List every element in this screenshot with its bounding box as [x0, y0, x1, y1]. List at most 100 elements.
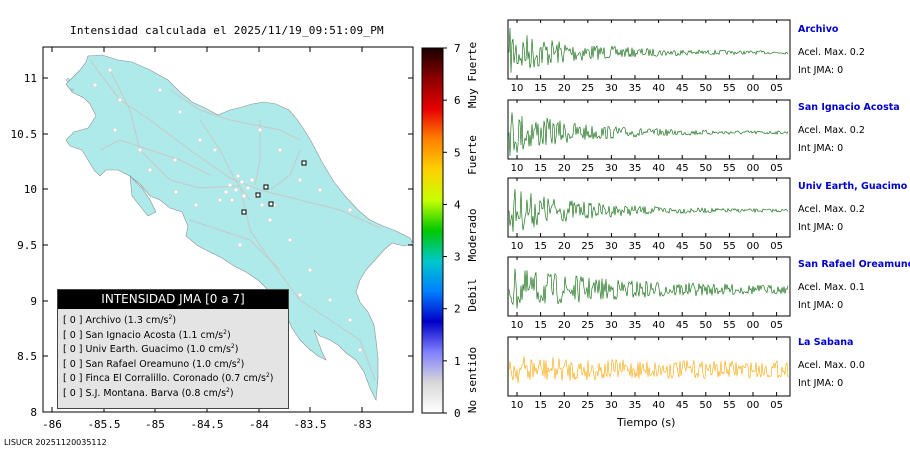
time-tick-label: 35	[629, 320, 642, 331]
waveform-trace	[508, 27, 789, 73]
waveform-panel: 10 15 20 25 30 35 40 45 50 55 00 05	[507, 19, 791, 94]
time-tick-label: 05	[770, 400, 783, 411]
legend-row: [ 0 ] Archivo (1.3 cm/s2)	[63, 314, 177, 327]
time-tick-label: 15	[534, 241, 547, 252]
lon-tick-label: -85	[145, 418, 165, 431]
legend-row: [ 0 ] S.J. Montana. Barva (0.8 cm/s2)	[63, 386, 234, 399]
time-tick-label: 15	[534, 320, 547, 331]
lat-tick-label: 8.5	[17, 350, 37, 363]
colorbar-tick-label: 0	[454, 407, 461, 420]
time-tick-label: 40	[652, 320, 665, 331]
station-name: San Ignacio Acosta	[798, 102, 900, 113]
time-tick-label: 20	[558, 241, 571, 252]
time-tick-label: 55	[723, 400, 736, 411]
station-max-acceleration: Acel. Max. 0.2	[798, 125, 865, 136]
waveform-trace	[508, 356, 789, 384]
time-tick-label: 20	[558, 83, 571, 94]
time-tick-label: 55	[723, 320, 736, 331]
colorbar-tick-label: 4	[454, 198, 461, 211]
lat-tick-label: 9	[30, 295, 37, 308]
station-max-acceleration: Acel. Max. 0.0	[798, 360, 865, 371]
colorbar-category-label: Moderado	[466, 209, 479, 262]
station-name: San Rafael Oreamuno	[798, 259, 910, 270]
time-axis-label: Tiempo (s)	[617, 416, 676, 429]
time-tick-label: 45	[676, 400, 689, 411]
time-tick-label: 45	[676, 163, 689, 174]
waveform-panel: 10 15 20 25 30 35 40 45 50 55 00 05	[507, 99, 791, 174]
station-jma-intensity: Int JMA: 0	[798, 378, 844, 389]
time-tick-label: 35	[629, 241, 642, 252]
colorbar-category-label: Fuerte	[466, 135, 479, 175]
legend-row: [ 0 ] San Ignacio Acosta (1.1 cm/s2)	[63, 328, 231, 341]
station-jma-intensity: Int JMA: 0	[798, 143, 844, 154]
time-tick-label: 20	[558, 320, 571, 331]
time-tick-label: 30	[605, 400, 618, 411]
time-tick-label: 00	[747, 241, 760, 252]
station-jma-intensity: Int JMA: 0	[798, 222, 844, 233]
station-name: Archivo	[798, 24, 839, 35]
intensity-colorbar: 7 6 5 4 3 2 1 0 Muy Fuerte Fuerte Moderado Debil No …	[421, 42, 479, 420]
station-jma-intensity: Int JMA: 0	[798, 300, 844, 311]
station-max-acceleration: Acel. Max. 0.2	[798, 204, 865, 215]
time-tick-label: 10	[511, 320, 524, 331]
legend-row: [ 0 ] Finca El Corralillo. Coronado (0.7…	[63, 372, 274, 385]
waveform-panels: 10 15 20 25 30 35 40 45 50 55 00 05 10 15 20 25 30 35 40 45…	[507, 19, 791, 411]
colorbar-category-label: Muy Fuerte	[466, 42, 479, 108]
lon-tick-label: -84	[249, 418, 269, 431]
time-tick-label: 35	[629, 163, 642, 174]
time-tick-label: 15	[534, 400, 547, 411]
time-tick-label: 25	[581, 400, 594, 411]
station-jma-intensity: Int JMA: 0	[798, 65, 844, 76]
time-tick-label: 40	[652, 163, 665, 174]
time-tick-label: 00	[747, 400, 760, 411]
time-tick-label: 25	[581, 83, 594, 94]
time-tick-label: 05	[770, 320, 783, 331]
time-tick-label: 30	[605, 320, 618, 331]
time-tick-label: 30	[605, 241, 618, 252]
lat-tick-label: 10.5	[11, 128, 38, 141]
time-tick-label: 50	[699, 320, 712, 331]
colorbar-category-label: Debil	[466, 278, 479, 311]
station-marker	[263, 184, 269, 190]
time-tick-label: 10	[511, 163, 524, 174]
time-tick-label: 40	[652, 241, 665, 252]
lon-tick-label: -85.5	[87, 418, 120, 431]
time-tick-label: 55	[723, 163, 736, 174]
lat-tick-label: 10	[24, 183, 37, 196]
time-tick-label: 15	[534, 83, 547, 94]
station-marker	[255, 192, 261, 198]
time-tick-label: 00	[747, 320, 760, 331]
time-tick-label: 05	[770, 83, 783, 94]
time-tick-label: 05	[770, 241, 783, 252]
colorbar-tick-label: 1	[454, 355, 461, 368]
time-tick-label: 30	[605, 163, 618, 174]
lat-tick-label: 9.5	[17, 239, 37, 252]
time-tick-label: 25	[581, 163, 594, 174]
waveform-panel: 10 15 20 25 30 35 40 45 50 55 00 05	[507, 256, 791, 331]
time-tick-label: 50	[699, 241, 712, 252]
lon-tick-label: -83.5	[293, 418, 326, 431]
map-title: Intensidad calculada el 2025/11/19_09:51…	[70, 24, 384, 37]
lon-tick-label: -86	[42, 418, 62, 431]
time-tick-label: 00	[747, 83, 760, 94]
time-tick-label: 30	[605, 83, 618, 94]
time-tick-label: 50	[699, 83, 712, 94]
station-max-acceleration: Acel. Max. 0.1	[798, 282, 865, 293]
waveform-trace	[508, 268, 789, 309]
time-tick-label: 00	[747, 163, 760, 174]
time-tick-label: 45	[676, 83, 689, 94]
time-tick-label: 50	[699, 400, 712, 411]
time-tick-label: 55	[723, 83, 736, 94]
station-marker	[301, 160, 307, 166]
colorbar-tick-label: 2	[454, 303, 461, 316]
station-max-acceleration: Acel. Max. 0.2	[798, 47, 865, 58]
time-tick-label: 20	[558, 400, 571, 411]
time-tick-label: 50	[699, 163, 712, 174]
legend-row: [ 0 ] San Rafael Oreamuno (1.0 cm/s2)	[63, 357, 245, 370]
station-name: Univ Earth, Guacimo	[798, 181, 908, 192]
colorbar-tick-label: 5	[454, 146, 461, 159]
lat-tick-label: 11	[24, 72, 37, 85]
station-marker	[241, 209, 247, 215]
time-tick-label: 25	[581, 320, 594, 331]
